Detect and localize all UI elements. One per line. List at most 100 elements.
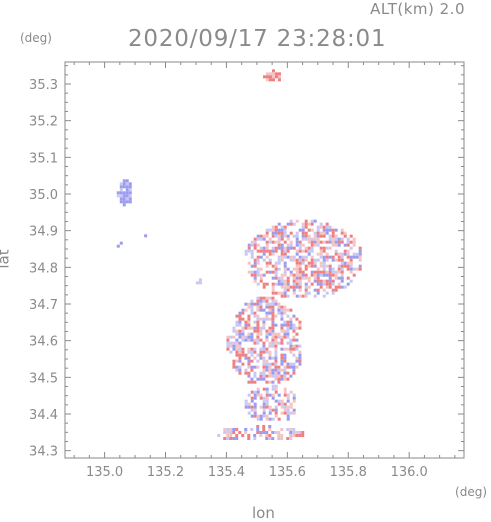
echo-cell [271, 305, 275, 309]
echo-cell [340, 285, 344, 289]
echo-cell [125, 185, 129, 189]
echo-cell [277, 374, 281, 378]
echo-cell [244, 368, 248, 372]
echo-cell [325, 222, 329, 226]
echo-cell [280, 291, 284, 295]
echo-cell [340, 252, 344, 256]
echo-cell [304, 273, 308, 277]
echo-cell [122, 200, 126, 204]
echo-cell [247, 374, 251, 378]
echo-cell [259, 329, 263, 333]
echo-cell [289, 428, 293, 431]
echo-cell [283, 225, 287, 229]
echo-cell [325, 231, 329, 235]
echo-cell [322, 258, 326, 262]
echo-cell [322, 255, 326, 259]
echo-cell [292, 288, 296, 292]
echo-cell [223, 428, 227, 431]
echo-cell [283, 308, 287, 312]
echo-cell [229, 428, 233, 431]
echo-cell [346, 240, 350, 244]
echo-cell [322, 270, 326, 274]
echo-cell [283, 234, 287, 238]
echo-cell [322, 231, 326, 235]
echo-cell [310, 258, 314, 262]
echo-cell [286, 417, 290, 421]
echo-cell [346, 282, 350, 286]
echo-cell [125, 197, 129, 201]
echo-cell [316, 267, 320, 271]
y-tick-label: 34.3 [29, 445, 58, 460]
echo-cell [271, 285, 275, 289]
echo-cell [316, 225, 320, 229]
echo-cell [238, 371, 242, 375]
echo-cell [268, 374, 272, 378]
echo-cell [238, 335, 242, 339]
echo-cell [262, 273, 266, 277]
echo-cell [319, 273, 323, 277]
echo-cell [271, 317, 275, 321]
echo-cell [128, 188, 132, 192]
echo-cell [304, 258, 308, 262]
echo-cell [313, 288, 317, 292]
echo-cell [265, 302, 269, 306]
echo-cell [352, 240, 356, 244]
echo-cell [334, 237, 338, 241]
echo-cell [232, 341, 236, 345]
echo-cell [283, 228, 287, 232]
echo-cell [256, 308, 260, 312]
northwest-echo-a [116, 179, 132, 207]
echo-cell [271, 380, 275, 384]
echo-cell [229, 431, 233, 434]
echo-cell [119, 185, 123, 189]
echo-cell [262, 396, 266, 400]
echo-cell [235, 365, 239, 369]
echo-cell [271, 270, 275, 274]
echo-cell [274, 414, 278, 418]
echo-cell [274, 302, 278, 306]
echo-cell [256, 255, 260, 259]
echo-cell [343, 252, 347, 256]
echo-cell [349, 258, 353, 262]
echo-cell [247, 246, 251, 250]
echo-cell [319, 285, 323, 289]
echo-cell [262, 377, 266, 381]
echo-cell [271, 362, 275, 366]
echo-cell [304, 225, 308, 229]
echo-cell [265, 234, 269, 238]
echo-cell [277, 302, 281, 306]
echo-cell [286, 393, 290, 397]
echo-cell [349, 246, 353, 250]
echo-cell [253, 356, 257, 360]
echo-cell [301, 258, 305, 262]
echo-cell [253, 434, 257, 437]
echo-cell [316, 273, 320, 277]
echo-cell [268, 329, 272, 333]
echo-cell [289, 402, 293, 406]
echo-cell [253, 320, 257, 324]
echo-cell [334, 288, 338, 292]
echo-cell [325, 264, 329, 268]
echo-cell [319, 222, 323, 226]
echo-cell [292, 393, 296, 397]
echo-cell [292, 291, 296, 295]
echo-cell [232, 329, 236, 333]
echo-cell [122, 203, 126, 207]
y-tick-label: 35.0 [29, 188, 58, 203]
echo-cell [283, 332, 287, 336]
echo-cell [286, 294, 290, 298]
echo-cell [268, 362, 272, 366]
echo-cell [349, 270, 353, 274]
echo-cell [277, 246, 281, 250]
echo-cell [292, 411, 296, 415]
echo-cell [280, 437, 284, 440]
echo-cell [271, 72, 275, 76]
echo-cell [289, 270, 293, 274]
echo-cell [244, 252, 248, 256]
echo-cell [322, 273, 326, 277]
echo-cell [343, 285, 347, 289]
echo-cell [289, 326, 293, 330]
echo-cell [295, 243, 299, 247]
echo-cell [259, 246, 263, 250]
x-tick-label: 135.2 [147, 465, 184, 480]
